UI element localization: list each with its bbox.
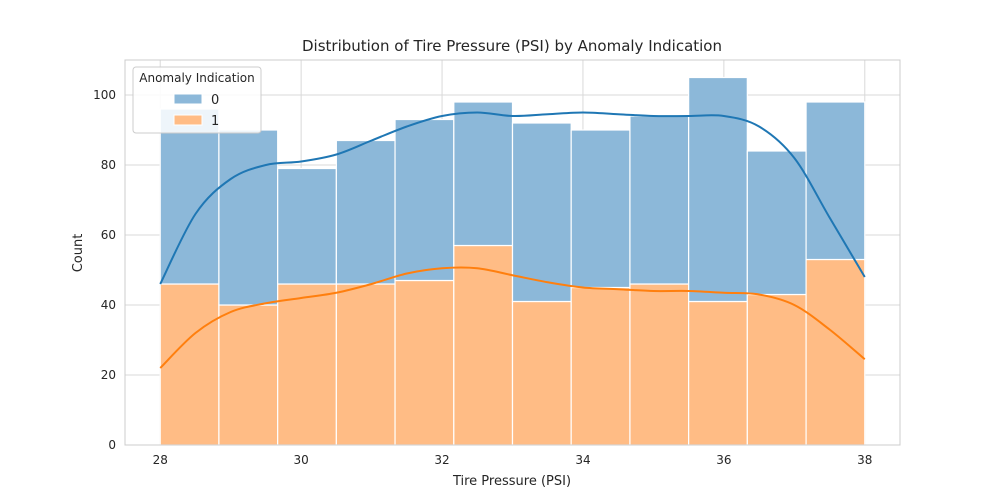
bar-series-1 — [218, 304, 279, 446]
bar-series-0 — [629, 115, 690, 285]
x-tick-label: 34 — [575, 453, 590, 467]
histogram-bars — [159, 76, 866, 446]
bar-series-1 — [511, 300, 572, 446]
bar-series-1 — [688, 300, 748, 446]
bar-series-1 — [159, 283, 220, 446]
bar-series-0 — [805, 101, 866, 261]
bar-series-0 — [277, 167, 337, 285]
y-tick-label: 40 — [101, 298, 116, 312]
bar-series-1 — [453, 244, 514, 446]
y-axis-label: Count — [71, 234, 86, 273]
legend-label-0: 0 — [211, 93, 219, 108]
legend-title: Anomaly Indication — [139, 71, 254, 85]
y-tick-label: 80 — [101, 158, 116, 172]
x-tick-label: 28 — [153, 453, 168, 467]
x-tick-label: 38 — [857, 453, 872, 467]
bar-series-0 — [218, 129, 279, 306]
x-tick-label: 36 — [716, 453, 731, 467]
bar-series-1 — [335, 283, 396, 446]
bar-series-1 — [394, 279, 455, 446]
kde-curves — [159, 111, 866, 369]
bar-series-0 — [746, 150, 807, 296]
legend-label-1: 1 — [211, 114, 219, 129]
legend: Anomaly Indication 0 1 — [132, 66, 262, 134]
chart-title: Distribution of Tire Pressure (PSI) by A… — [302, 37, 722, 55]
y-tick-label: 60 — [101, 228, 116, 242]
legend-swatch-1 — [173, 114, 203, 126]
bar-series-1 — [277, 283, 337, 446]
bar-series-0 — [335, 139, 396, 285]
plot-frame — [124, 59, 901, 446]
bar-series-0 — [511, 122, 572, 303]
y-tick-label: 0 — [108, 438, 116, 452]
x-axis-label: Tire Pressure (PSI) — [452, 474, 571, 489]
bar-series-1 — [746, 293, 807, 446]
bar-series-0 — [453, 101, 514, 247]
bar-series-1 — [629, 283, 690, 446]
axis-ticks: 28 30 32 34 36 38 0 20 40 60 80 100 — [93, 88, 872, 467]
legend-swatch-0 — [173, 93, 203, 105]
x-tick-label: 30 — [293, 453, 308, 467]
bar-series-1 — [570, 286, 631, 446]
x-tick-label: 32 — [434, 453, 449, 467]
bar-series-0 — [394, 118, 455, 282]
kde-line-series-0 — [159, 111, 866, 285]
kde-line-series-1 — [159, 266, 866, 369]
y-tick-label: 20 — [101, 368, 116, 382]
bar-series-0 — [688, 76, 748, 303]
bar-series-0 — [570, 129, 631, 289]
y-tick-label: 100 — [93, 88, 116, 102]
